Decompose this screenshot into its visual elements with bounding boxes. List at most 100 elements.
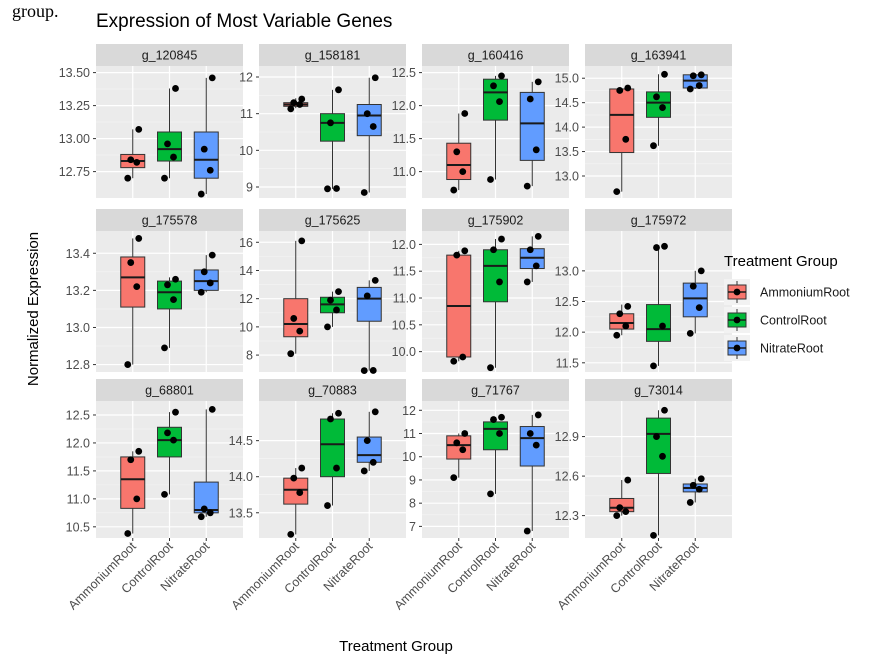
facet-strip — [259, 209, 406, 231]
data-point — [164, 429, 171, 437]
data-point — [450, 186, 458, 194]
facet-strip-label: g_175625 — [305, 214, 361, 228]
y-tick-label: 10.5 — [66, 520, 90, 534]
box-body — [609, 88, 635, 154]
data-point — [624, 84, 632, 92]
data-point — [532, 262, 540, 270]
facet-panel: g_7088313.514.014.5AmmoniumRootControlRo… — [229, 379, 406, 612]
data-point — [298, 237, 306, 245]
box-AmmoniumRoot — [283, 464, 309, 538]
data-point — [324, 502, 331, 509]
legend-key-point — [733, 344, 741, 352]
facet-panel: g_175578 12.8 13.0 13.2 13.4 — [66, 209, 243, 372]
data-point — [453, 148, 461, 156]
data-point — [453, 439, 461, 447]
box-body — [519, 91, 545, 161]
data-point — [197, 513, 205, 521]
box-AmmoniumRoot — [609, 84, 635, 196]
box-AmmoniumRoot — [283, 237, 309, 358]
data-point — [206, 279, 214, 287]
y-tick-label: 13.2 — [66, 284, 90, 298]
facet-panel: g_6880110.511.011.512.012.5AmmoniumRootC… — [66, 379, 243, 612]
facet-strip — [585, 209, 732, 231]
data-point — [450, 474, 458, 482]
data-point — [371, 74, 379, 82]
y-tick-label: 12.3 — [555, 509, 579, 523]
data-point — [135, 235, 143, 242]
legend-item: NitrateRoot — [724, 335, 824, 361]
box-AmmoniumRoot — [283, 95, 309, 113]
box-AmmoniumRoot — [609, 476, 635, 520]
y-tick-label: 11.5 — [393, 265, 416, 279]
y-tick-label: 11.0 — [393, 292, 416, 306]
data-point — [653, 244, 660, 251]
box-body — [320, 113, 345, 142]
data-point — [695, 304, 703, 312]
data-point — [333, 464, 340, 472]
data-point — [333, 306, 340, 314]
data-point — [622, 508, 630, 516]
data-point — [287, 350, 295, 358]
data-point — [613, 512, 621, 520]
y-tick-label: 11 — [240, 107, 253, 121]
y-tick-label: 13.00 — [59, 132, 90, 146]
data-point — [622, 135, 630, 143]
facet-strip-label: g_158181 — [305, 49, 361, 63]
data-point — [296, 101, 304, 108]
data-point — [622, 322, 630, 330]
y-tick-label: 12.0 — [392, 238, 416, 252]
box-body — [193, 481, 219, 514]
data-point — [624, 303, 632, 310]
facet-panel: g_175625 8 10 12 14 16 — [239, 209, 406, 374]
facet-panel: g_120845 12.75 13.00 13.25 13.50 — [59, 44, 243, 198]
y-tick-label: 12.75 — [59, 165, 90, 179]
data-point — [616, 504, 624, 512]
facet-strip-label: g_175578 — [142, 214, 198, 228]
y-tick-label: 14 — [239, 264, 253, 278]
facet-strip — [96, 44, 243, 66]
box-body — [483, 421, 508, 451]
data-point — [172, 85, 179, 92]
data-point — [206, 509, 214, 517]
box-ControlRoot — [320, 86, 345, 193]
data-point — [133, 495, 141, 503]
data-point — [327, 296, 334, 304]
data-point — [487, 176, 494, 183]
box-AmmoniumRoot — [446, 430, 472, 482]
legend-key-point — [733, 316, 741, 324]
data-point — [161, 490, 168, 498]
data-point — [697, 71, 705, 79]
data-point — [124, 174, 132, 182]
data-point — [490, 82, 497, 90]
data-point — [363, 437, 371, 445]
data-point — [613, 188, 621, 196]
data-point — [496, 278, 503, 286]
box-ControlRoot — [483, 72, 508, 183]
box-body — [356, 104, 382, 137]
caption-fragment: group. — [12, 1, 59, 21]
data-point — [172, 408, 179, 416]
y-tick-label: 12.5 — [555, 295, 579, 309]
y-tick-label: 13.50 — [59, 66, 90, 80]
data-point — [498, 235, 505, 243]
data-point — [324, 323, 331, 331]
box-body — [646, 417, 671, 474]
facet-panel: g_71767789101112AmmoniumRootControlRootN… — [392, 379, 569, 612]
data-point — [124, 361, 132, 368]
box-body — [646, 304, 671, 342]
box-ControlRoot — [483, 235, 508, 372]
legend-title: Treatment Group — [724, 253, 838, 270]
facet-strip-label: g_175902 — [468, 214, 524, 228]
data-point — [369, 123, 377, 130]
data-point — [461, 430, 469, 437]
y-tick-label: 13.0 — [555, 170, 579, 184]
data-point — [532, 441, 540, 449]
facet-strip — [422, 44, 569, 66]
y-tick-label: 9 — [246, 181, 253, 195]
data-point — [287, 530, 295, 538]
data-point — [689, 72, 697, 80]
box-body — [446, 435, 472, 460]
data-point — [124, 530, 132, 537]
data-point — [296, 489, 304, 496]
data-point — [653, 93, 660, 101]
